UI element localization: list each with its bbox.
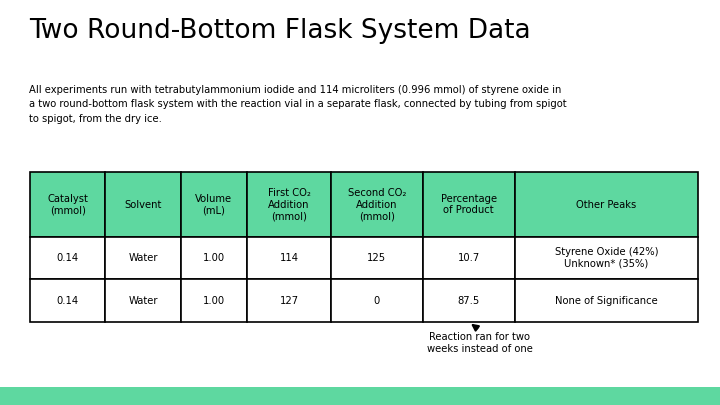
Bar xyxy=(30,237,105,279)
Bar xyxy=(248,279,331,322)
Bar xyxy=(181,172,248,237)
Text: Water: Water xyxy=(128,253,158,263)
Text: 1.00: 1.00 xyxy=(203,296,225,306)
Text: 127: 127 xyxy=(279,296,299,306)
Text: Water: Water xyxy=(128,296,158,306)
Text: 10.7: 10.7 xyxy=(458,253,480,263)
Bar xyxy=(181,279,248,322)
Text: All experiments run with tetrabutylammonium iodide and 114 microliters (0.996 mm: All experiments run with tetrabutylammon… xyxy=(29,85,567,124)
Bar xyxy=(515,172,698,237)
Text: First CO₂
Addition
(mmol): First CO₂ Addition (mmol) xyxy=(268,188,310,221)
Text: Other Peaks: Other Peaks xyxy=(577,200,636,209)
Bar xyxy=(515,279,698,322)
Text: 0.14: 0.14 xyxy=(57,296,79,306)
Bar xyxy=(423,172,515,237)
Bar xyxy=(423,237,515,279)
Text: Second CO₂
Addition
(mmol): Second CO₂ Addition (mmol) xyxy=(348,188,406,221)
Bar xyxy=(423,279,515,322)
Bar xyxy=(515,237,698,279)
Text: Percentage
of Product: Percentage of Product xyxy=(441,194,497,215)
Text: Solvent: Solvent xyxy=(125,200,162,209)
Bar xyxy=(105,237,181,279)
Text: 0.14: 0.14 xyxy=(57,253,79,263)
Text: 87.5: 87.5 xyxy=(458,296,480,306)
Bar xyxy=(30,172,105,237)
Bar xyxy=(331,279,423,322)
Text: 114: 114 xyxy=(279,253,299,263)
Bar xyxy=(248,237,331,279)
Bar xyxy=(248,172,331,237)
Bar xyxy=(331,237,423,279)
Text: None of Significance: None of Significance xyxy=(555,296,658,306)
Text: 125: 125 xyxy=(367,253,387,263)
Bar xyxy=(105,172,181,237)
Text: 1.00: 1.00 xyxy=(203,253,225,263)
Text: Catalyst
(mmol): Catalyst (mmol) xyxy=(48,194,89,215)
Bar xyxy=(0,387,720,405)
Text: Volume
(mL): Volume (mL) xyxy=(195,194,233,215)
Bar xyxy=(331,172,423,237)
Text: 0: 0 xyxy=(374,296,380,306)
Text: Styrene Oxide (42%)
Unknown* (35%): Styrene Oxide (42%) Unknown* (35%) xyxy=(555,247,658,269)
Bar xyxy=(181,237,248,279)
Bar xyxy=(105,279,181,322)
Text: Reaction ran for two
weeks instead of one: Reaction ran for two weeks instead of on… xyxy=(426,332,533,354)
Text: Two Round-Bottom Flask System Data: Two Round-Bottom Flask System Data xyxy=(29,18,531,44)
Bar xyxy=(30,279,105,322)
